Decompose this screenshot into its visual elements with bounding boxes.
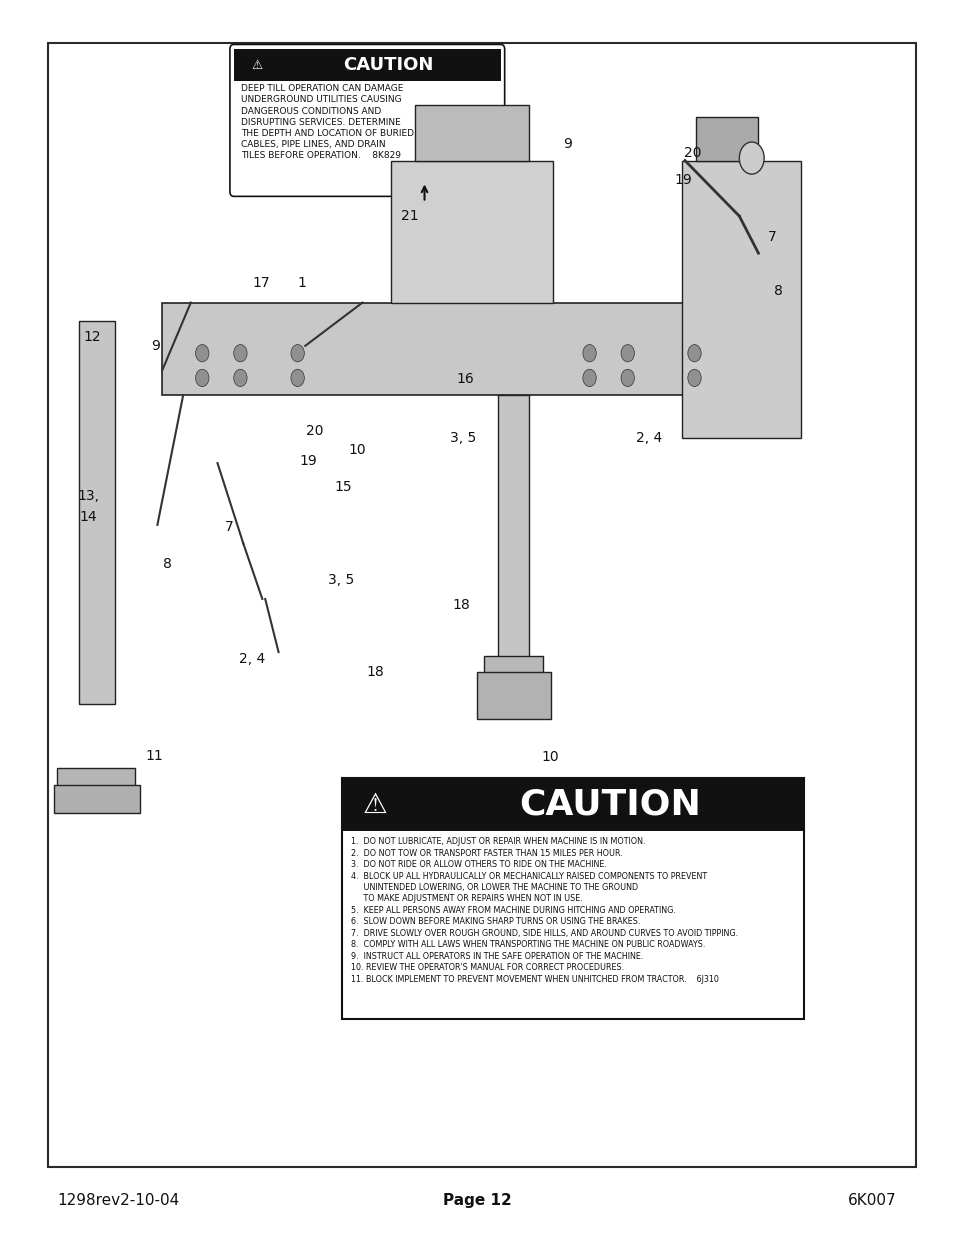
Bar	[696, 117, 758, 161]
Text: 3, 5: 3, 5	[328, 573, 355, 588]
Text: 2, 4: 2, 4	[635, 431, 661, 446]
Circle shape	[291, 369, 304, 387]
Text: 9: 9	[151, 338, 160, 353]
Bar	[341, 778, 803, 831]
Circle shape	[620, 345, 634, 362]
Text: 12: 12	[84, 330, 101, 345]
Text: 11: 11	[146, 748, 163, 763]
Circle shape	[739, 142, 763, 174]
Bar	[233, 49, 500, 80]
Text: 1298rev2-10-04: 1298rev2-10-04	[57, 1193, 179, 1208]
Circle shape	[195, 345, 209, 362]
Text: ⚠: ⚠	[251, 58, 262, 72]
Circle shape	[687, 345, 700, 362]
Text: 18: 18	[453, 598, 470, 613]
Text: ⚠: ⚠	[362, 790, 387, 819]
Text: 16: 16	[456, 372, 474, 387]
Text: CAUTION: CAUTION	[518, 788, 700, 821]
Bar	[415, 105, 529, 161]
Circle shape	[195, 369, 209, 387]
Bar	[341, 778, 803, 1019]
Circle shape	[687, 369, 700, 387]
Text: 1.  DO NOT LUBRICATE, ADJUST OR REPAIR WHEN MACHINE IS IN MOTION.
2.  DO NOT TOW: 1. DO NOT LUBRICATE, ADJUST OR REPAIR WH…	[351, 837, 738, 983]
Text: 10: 10	[541, 750, 558, 764]
Text: Page 12: Page 12	[442, 1193, 511, 1208]
Text: CAUTION: CAUTION	[343, 56, 434, 74]
Text: 17: 17	[253, 275, 270, 290]
Bar	[57, 768, 135, 790]
Text: 7: 7	[224, 520, 233, 535]
Text: 14: 14	[80, 510, 97, 525]
Text: 13,: 13,	[77, 489, 100, 504]
Bar	[391, 161, 553, 303]
Text: 8: 8	[162, 557, 172, 572]
Text: 7: 7	[767, 230, 777, 245]
Text: DEEP TILL OPERATION CAN DAMAGE
UNDERGROUND UTILITIES CAUSING
DANGEROUS CONDITION: DEEP TILL OPERATION CAN DAMAGE UNDERGROU…	[241, 84, 414, 161]
Bar	[54, 785, 140, 813]
Circle shape	[291, 345, 304, 362]
Text: 10: 10	[349, 442, 366, 457]
Text: 1: 1	[296, 275, 306, 290]
FancyBboxPatch shape	[230, 44, 504, 196]
Bar	[79, 321, 115, 704]
Bar	[681, 161, 801, 438]
Circle shape	[233, 369, 247, 387]
Text: 15: 15	[335, 479, 352, 494]
Bar	[497, 395, 528, 657]
Text: 6K007: 6K007	[847, 1193, 896, 1208]
Text: 8: 8	[773, 284, 782, 299]
Text: 18: 18	[366, 664, 383, 679]
Bar	[483, 656, 542, 676]
Text: 20: 20	[683, 146, 700, 161]
Text: 3, 5: 3, 5	[449, 431, 476, 446]
Text: 9: 9	[562, 137, 572, 152]
Bar	[476, 672, 551, 719]
Circle shape	[620, 369, 634, 387]
Circle shape	[582, 345, 596, 362]
Circle shape	[582, 369, 596, 387]
Text: 20: 20	[306, 424, 323, 438]
Text: 21: 21	[401, 209, 418, 224]
Bar	[162, 303, 753, 395]
Text: 19: 19	[299, 453, 316, 468]
Circle shape	[233, 345, 247, 362]
Text: 19: 19	[674, 173, 691, 188]
Text: 2, 4: 2, 4	[238, 652, 265, 667]
